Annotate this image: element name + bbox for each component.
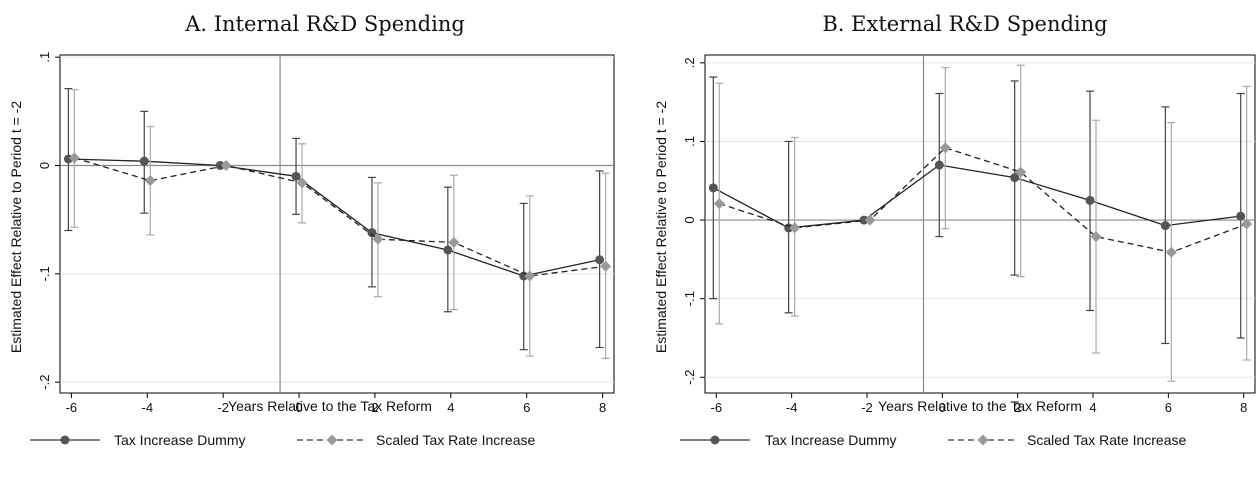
- data-point: [144, 175, 156, 187]
- x-tick-label: 2: [1014, 400, 1021, 415]
- panel-a: A. Internal R&D Spending -6 -4 -2 0 2 4 6 8 -.2…: [8, 12, 615, 448]
- series-line: [68, 158, 600, 277]
- data-point: [1236, 211, 1246, 221]
- series-scaled-tax-rate-increase: [713, 64, 1253, 382]
- panel-a-x-axis-label: Years Relative to the Tax Reform: [228, 398, 432, 414]
- data-point: [139, 156, 149, 166]
- data-point: [1165, 246, 1177, 258]
- y-tick-label: 0: [37, 162, 52, 169]
- y-tick-label: -.1: [682, 291, 697, 306]
- data-point: [1085, 195, 1095, 205]
- legend-item-scaled-tax-rate-increase: Scaled Tax Rate Increase: [297, 432, 535, 448]
- markers: [713, 142, 1253, 258]
- x-tick-label: -4: [786, 400, 798, 415]
- data-point: [372, 233, 384, 245]
- panel-b-x-axis-label: Years Relative to the Tax Reform: [878, 398, 1082, 414]
- legend-marker-circle: [710, 435, 720, 445]
- x-tick-label: 8: [599, 400, 606, 415]
- series-tax-increase-dummy: [63, 87, 605, 351]
- x-tick-label: 8: [1240, 400, 1247, 415]
- legend-marker-diamond: [977, 434, 989, 446]
- panel-b-plot-area: [704, 54, 1256, 394]
- panel-a-y-axis-ticks: -.2 -.1 0 .1: [37, 52, 60, 390]
- legend-label: Scaled Tax Rate Increase: [1027, 432, 1186, 448]
- y-tick-label: -.2: [37, 375, 52, 390]
- legend-label: Tax Increase Dummy: [765, 432, 896, 448]
- x-tick-label: 6: [523, 400, 530, 415]
- x-tick-label: 0: [295, 400, 302, 415]
- y-tick-label: .2: [682, 57, 697, 68]
- series-line: [719, 147, 1247, 253]
- data-point: [1010, 173, 1020, 183]
- x-tick-label: 4: [447, 400, 454, 415]
- data-point: [448, 236, 460, 248]
- data-point: [220, 160, 232, 171]
- x-tick-label: -6: [711, 400, 723, 415]
- y-tick-label: -.2: [682, 370, 697, 385]
- y-tick-label: -.1: [37, 266, 52, 281]
- panel-a-x-axis-ticks: -6 -4 -2 0 2 4 6 8: [66, 393, 606, 415]
- x-tick-label: -6: [66, 400, 78, 415]
- panel-b-x-axis-ticks: -6 -4 -2 0 2 4 6 8: [711, 393, 1247, 415]
- data-point: [68, 152, 80, 164]
- data-point: [708, 183, 718, 193]
- legend-label: Scaled Tax Rate Increase: [376, 432, 535, 448]
- data-point: [443, 245, 453, 255]
- x-tick-label: -4: [141, 400, 153, 415]
- series-scaled-tax-rate-increase: [68, 89, 612, 359]
- panel-b-title: B. External R&D Spending: [822, 12, 1107, 36]
- data-point: [1090, 231, 1102, 243]
- data-point: [367, 228, 377, 238]
- x-tick-label: 2: [371, 400, 378, 415]
- panel-a-legend: Tax Increase Dummy Scaled Tax Rate Incre…: [30, 432, 535, 448]
- data-point: [1015, 166, 1027, 178]
- x-tick-label: 4: [1089, 400, 1096, 415]
- data-point: [296, 177, 308, 189]
- panel-b-reference-lines: [705, 55, 1255, 393]
- data-point: [600, 260, 612, 272]
- markers: [63, 154, 605, 281]
- series-line: [74, 157, 606, 277]
- panel-b-legend: Tax Increase Dummy Scaled Tax Rate Incre…: [680, 432, 1186, 448]
- panel-a-y-axis-label: Estimated Effect Relative to Period t = …: [8, 101, 24, 353]
- panel-b-gridlines: [705, 62, 1255, 378]
- panel-a-plot-area: [59, 54, 615, 394]
- data-point: [524, 270, 536, 282]
- x-tick-label: 0: [939, 400, 946, 415]
- y-tick-label: 0: [682, 216, 697, 223]
- panel-b-series: [708, 64, 1253, 382]
- panel-b-y-axis-label: Estimated Effect Relative to Period t = …: [653, 101, 669, 353]
- legend-item-scaled-tax-rate-increase: Scaled Tax Rate Increase: [948, 432, 1186, 448]
- x-tick-label: -2: [861, 400, 873, 415]
- data-point: [939, 142, 951, 154]
- panel-a-reference-lines: [60, 55, 614, 393]
- data-point: [215, 161, 225, 170]
- y-tick-label: .1: [37, 52, 52, 63]
- data-point: [595, 255, 605, 265]
- data-point: [713, 198, 725, 210]
- legend-label: Tax Increase Dummy: [114, 432, 245, 448]
- markers: [68, 152, 612, 282]
- legend-marker-diamond: [326, 434, 338, 446]
- data-point: [864, 214, 876, 226]
- panel-a-series: [63, 87, 612, 359]
- data-point: [1160, 221, 1170, 231]
- panel-a-title: A. Internal R&D Spending: [184, 12, 465, 36]
- panel-b-y-axis-ticks: -.2 -.1 0 .1 .2: [682, 57, 705, 385]
- legend-marker-circle: [60, 435, 70, 445]
- x-tick-label: 6: [1165, 400, 1172, 415]
- x-tick-label: -2: [217, 400, 229, 415]
- data-point: [291, 171, 301, 181]
- data-point: [1241, 218, 1253, 230]
- legend-item-tax-increase-dummy: Tax Increase Dummy: [30, 432, 245, 448]
- y-tick-label: .1: [682, 136, 697, 147]
- data-point: [789, 222, 801, 234]
- panel-b: B. External R&D Spending -6 -4 -2 0 2 4 6 8 -.2…: [653, 12, 1256, 448]
- data-point: [859, 215, 869, 225]
- legend-item-tax-increase-dummy: Tax Increase Dummy: [680, 432, 896, 448]
- data-point: [934, 160, 944, 170]
